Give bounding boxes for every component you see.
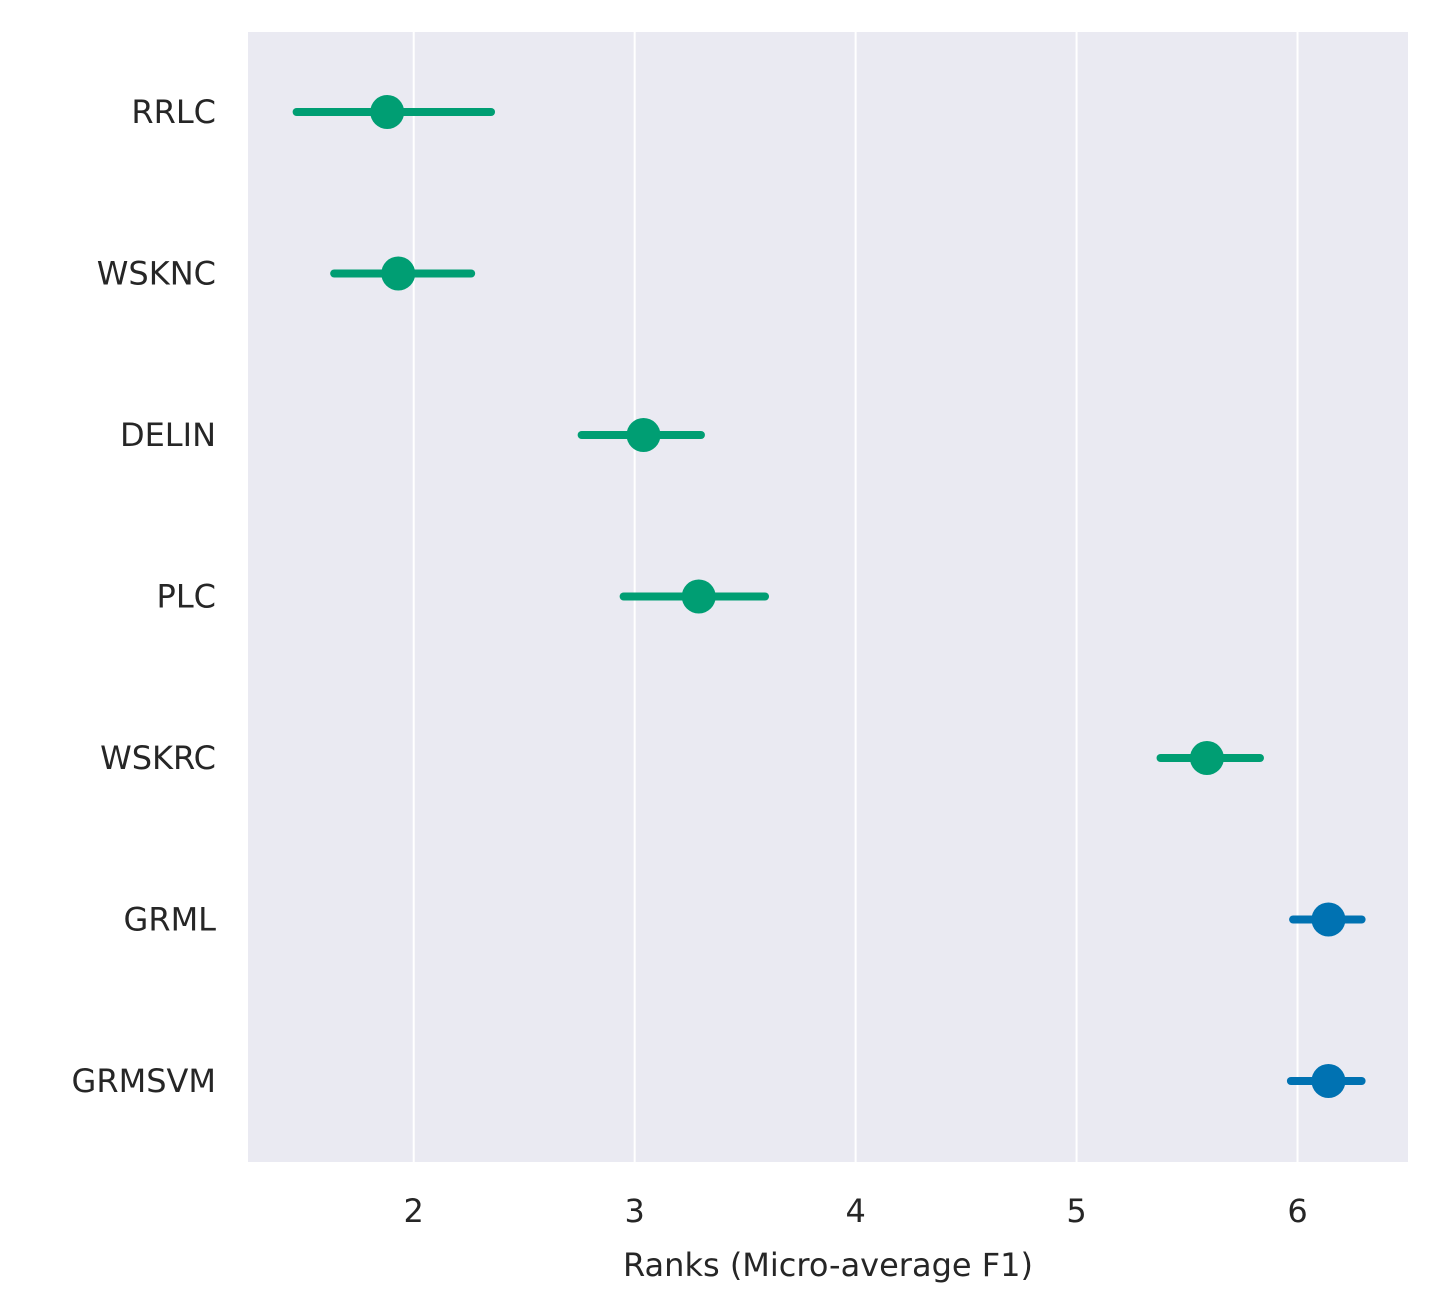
x-tick-label-4: 4 — [845, 1192, 865, 1230]
point-plc — [681, 579, 716, 614]
grid — [412, 32, 1299, 1162]
x-tick-label-2: 2 — [404, 1192, 424, 1230]
point-delin — [626, 418, 661, 452]
point-rrlc — [370, 95, 405, 129]
x-axis-title: Ranks (Micro-average F1) — [623, 1246, 1033, 1284]
y-tick-label-grmsvm: GRMSVM — [72, 1062, 216, 1100]
y-tick-label-plc: PLC — [157, 578, 216, 616]
y-tick-label-wsknc: WSKNC — [97, 255, 216, 293]
plot-area — [248, 32, 1408, 1162]
point-wskrc — [1189, 741, 1224, 775]
x-tick-label-5: 5 — [1066, 1192, 1086, 1230]
point-wsknc — [381, 256, 416, 291]
point-grml — [1311, 902, 1346, 937]
x-tick-label-3: 3 — [624, 1192, 644, 1230]
points — [370, 95, 1346, 1098]
x-tick-labels: 2 3 4 5 6 — [404, 1192, 1308, 1230]
y-tick-label-grml: GRML — [124, 901, 217, 939]
y-tick-labels: RRLC WSKNC DELIN PLC WSKRC GRML GRMSVM — [72, 93, 217, 1100]
y-tick-label-wskrc: WSKRC — [100, 739, 216, 777]
x-tick-label-6: 6 — [1287, 1192, 1307, 1230]
point-grmsvm — [1311, 1064, 1346, 1098]
y-tick-label-rrlc: RRLC — [131, 93, 216, 131]
y-tick-label-delin: DELIN — [120, 416, 216, 454]
